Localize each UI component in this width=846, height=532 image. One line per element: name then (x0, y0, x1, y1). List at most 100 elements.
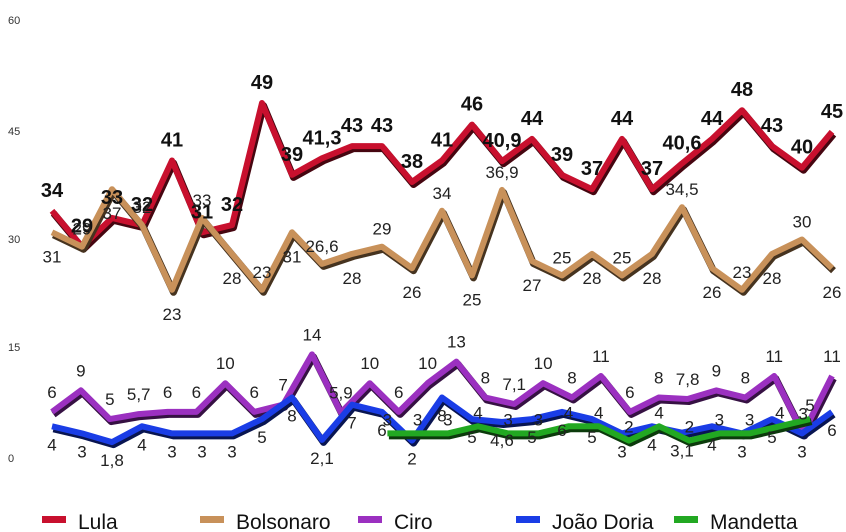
data-label: 4 (473, 403, 482, 422)
data-label: 32 (133, 198, 152, 217)
data-label: 3 (383, 410, 392, 429)
data-label: 4 (647, 435, 656, 454)
data-label: 29 (373, 220, 392, 239)
data-label: 11 (592, 347, 610, 366)
data-label: 34 (433, 184, 452, 203)
data-label: 32 (221, 194, 243, 216)
data-label: 7,8 (676, 370, 700, 389)
data-label: 46 (461, 94, 483, 116)
data-label: 3,1 (670, 442, 694, 461)
data-label: 33 (101, 187, 123, 209)
data-label: 1,8 (100, 451, 124, 470)
data-label: 5,9 (329, 384, 353, 403)
data-label: 26 (703, 283, 722, 302)
data-label: 3 (715, 410, 724, 429)
data-label: 39 (551, 144, 573, 166)
data-label: 4 (47, 435, 56, 454)
data-label: 10 (534, 354, 553, 373)
data-label: 9 (712, 361, 721, 380)
data-label: 2 (407, 450, 416, 469)
data-label: 14 (303, 325, 322, 344)
y-tick-label: 30 (8, 234, 20, 246)
y-axis: 60 45 30 15 0 (8, 15, 20, 465)
data-label: 4 (564, 403, 573, 422)
data-label: 3 (798, 404, 807, 423)
data-label: 8 (481, 369, 490, 388)
data-label: 3 (167, 442, 176, 461)
data-label: 8 (567, 369, 576, 388)
data-label: 40,6 (663, 132, 702, 154)
data-label: 7 (347, 414, 356, 433)
y-tick-label: 0 (8, 453, 14, 465)
data-label: 29 (73, 220, 92, 239)
data-label: 27 (523, 276, 542, 295)
data-label: 10 (418, 354, 437, 373)
legend-label: Bolsonaro (236, 511, 331, 532)
data-label: 28 (343, 269, 362, 288)
data-label: 3 (413, 410, 422, 429)
data-label: 23 (253, 263, 272, 282)
data-label: 4 (775, 403, 784, 422)
data-label: 49 (251, 72, 273, 94)
data-label: 5 (105, 390, 114, 409)
data-label: 26,6 (305, 237, 338, 256)
data-label: 3 (443, 410, 452, 429)
legend-swatch (516, 516, 540, 523)
data-label: 8 (741, 369, 750, 388)
legend-label: Lula (78, 511, 118, 532)
data-label: 25 (613, 248, 632, 267)
data-label: 6 (827, 421, 836, 440)
data-label: 6 (377, 421, 386, 440)
data-label: 4,6 (490, 431, 514, 450)
data-label: 4 (594, 403, 603, 422)
data-label: 4 (654, 403, 663, 422)
data-label: 10 (360, 354, 379, 373)
data-label: 40 (791, 137, 813, 159)
data-label: 8 (287, 407, 296, 426)
data-label: 28 (223, 269, 242, 288)
data-label: 6 (557, 421, 566, 440)
data-label: 25 (463, 290, 482, 309)
data-label: 43 (761, 115, 783, 137)
data-label: 5 (767, 428, 776, 447)
data-label: 23 (163, 305, 182, 324)
data-label: 48 (731, 79, 753, 101)
data-label: 3 (797, 442, 806, 461)
data-label: 26 (823, 283, 842, 302)
data-label: 45 (821, 101, 843, 123)
y-tick-label: 60 (8, 15, 20, 27)
data-label: 3 (197, 442, 206, 461)
data-label: 37 (103, 204, 122, 223)
data-label: 44 (611, 108, 634, 130)
data-label: 37 (641, 158, 663, 180)
legend-swatch (674, 516, 698, 523)
data-label: 43 (341, 115, 363, 137)
series-line-lula (49, 100, 835, 250)
data-label: 38 (401, 151, 423, 173)
data-label: 43 (371, 115, 393, 137)
data-label: 3 (617, 442, 626, 461)
data-label: 8 (654, 369, 663, 388)
data-label: 6 (192, 383, 201, 402)
data-label: 5 (257, 428, 266, 447)
data-label: 4 (137, 435, 146, 454)
data-label: 13 (447, 333, 466, 352)
data-label: 41 (431, 130, 453, 152)
data-label: 31 (43, 247, 62, 266)
data-label: 6 (625, 383, 634, 402)
data-label: 36,9 (485, 163, 518, 182)
data-label: 44 (701, 108, 724, 130)
series-layer (49, 100, 837, 449)
data-label: 31 (283, 247, 302, 266)
data-label: 2 (685, 418, 694, 437)
y-tick-label: 45 (8, 126, 20, 138)
data-label: 40,9 (483, 130, 522, 152)
series-line-ciro (50, 351, 835, 437)
data-label: 34,5 (665, 180, 698, 199)
data-label: 3 (77, 442, 86, 461)
y-tick-label: 15 (8, 342, 20, 354)
data-label: 23 (733, 263, 752, 282)
data-label: 28 (763, 269, 782, 288)
